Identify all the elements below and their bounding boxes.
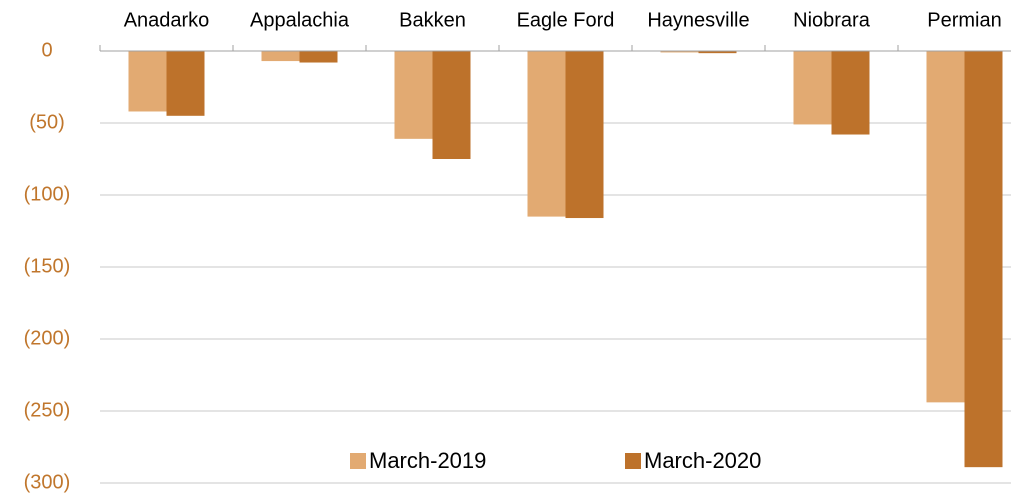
y-tick-label: (200) bbox=[24, 327, 71, 349]
y-tick-label: (100) bbox=[24, 183, 71, 205]
legend-label: March-2019 bbox=[369, 448, 486, 473]
bar bbox=[299, 51, 338, 63]
bar bbox=[432, 51, 471, 159]
y-tick-label: (50) bbox=[29, 111, 65, 133]
bar bbox=[793, 51, 832, 125]
y-tick-label: 0 bbox=[41, 39, 52, 61]
y-tick-label: (250) bbox=[24, 399, 71, 421]
legend-swatch bbox=[625, 453, 641, 469]
y-tick-label: (300) bbox=[24, 471, 71, 493]
bar bbox=[926, 51, 965, 403]
bar bbox=[964, 51, 1003, 468]
x-tick-label: Niobrara bbox=[793, 9, 871, 31]
x-tick-label: Appalachia bbox=[250, 9, 350, 31]
x-tick-label: Bakken bbox=[399, 9, 466, 31]
x-tick-label: Anadarko bbox=[124, 9, 210, 31]
x-tick-label: Permian bbox=[927, 9, 1001, 31]
bar bbox=[565, 51, 604, 219]
bar bbox=[166, 51, 205, 116]
bar bbox=[527, 51, 566, 217]
bar bbox=[394, 51, 433, 139]
x-tick-label: Eagle Ford bbox=[517, 9, 615, 31]
bar bbox=[128, 51, 167, 112]
bar bbox=[660, 51, 699, 53]
bar bbox=[261, 51, 300, 62]
legend-label: March-2020 bbox=[644, 448, 761, 473]
bar bbox=[831, 51, 870, 135]
bar bbox=[698, 51, 737, 54]
y-tick-label: (150) bbox=[24, 255, 71, 277]
x-tick-label: Haynesville bbox=[647, 9, 749, 31]
legend-swatch bbox=[350, 453, 366, 469]
